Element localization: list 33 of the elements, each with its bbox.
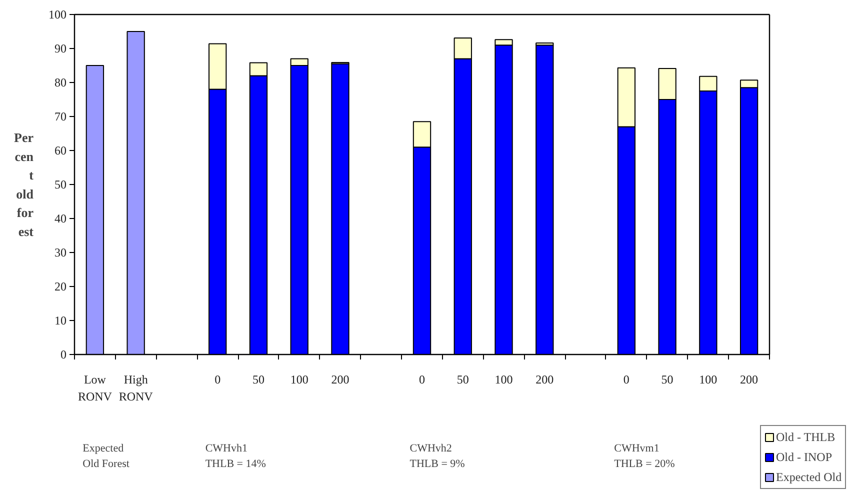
x-tick-label: 200 (536, 372, 554, 386)
y-tick-label: 100 (48, 8, 66, 22)
y-tick-label: 30 (54, 246, 66, 260)
x-tick-label: 0 (623, 372, 630, 386)
text: CWHvh1 THLB = 14% (205, 442, 266, 470)
legend-label: Old - THLB (776, 429, 836, 445)
y-tick-label: 20 (54, 280, 66, 294)
y-tick-label: 40 (54, 212, 66, 226)
x-tick-label: 50 (661, 372, 674, 386)
y-tick-label: 70 (54, 110, 66, 124)
x-tick-label: 100 (290, 372, 308, 386)
x-tick-label: High RONV (118, 372, 154, 404)
x-tick-label: 200 (740, 372, 758, 386)
x-tick-label: 50 (456, 372, 469, 386)
y-tick-label: 80 (54, 76, 66, 90)
y-tick-label: 0 (60, 348, 66, 362)
y-tick-label: 10 (54, 314, 66, 328)
text: CWHvm1 THLB = 20% (614, 442, 675, 470)
x-tick-label: 50 (252, 372, 264, 386)
x-tick-label: Low RONV (78, 372, 112, 404)
y-tick-label: 60 (54, 144, 66, 158)
x-tick-label: 100 (494, 372, 513, 386)
x-tick-label: 100 (699, 372, 718, 386)
x-tick-label: 0 (419, 372, 425, 386)
x-tick-label: 200 (331, 372, 350, 386)
legend-label: Expected Old (776, 469, 842, 485)
text: Expected Old Forest (82, 442, 130, 470)
text: CWHvh2 THLB = 9% (410, 442, 465, 470)
y-tick-label: 90 (54, 42, 66, 56)
legend-label: Old - INOP (776, 449, 832, 465)
x-tick-label: 0 (214, 372, 221, 386)
y-tick-label: 50 (54, 178, 66, 192)
y-axis-title: Percent old forest (14, 130, 34, 239)
